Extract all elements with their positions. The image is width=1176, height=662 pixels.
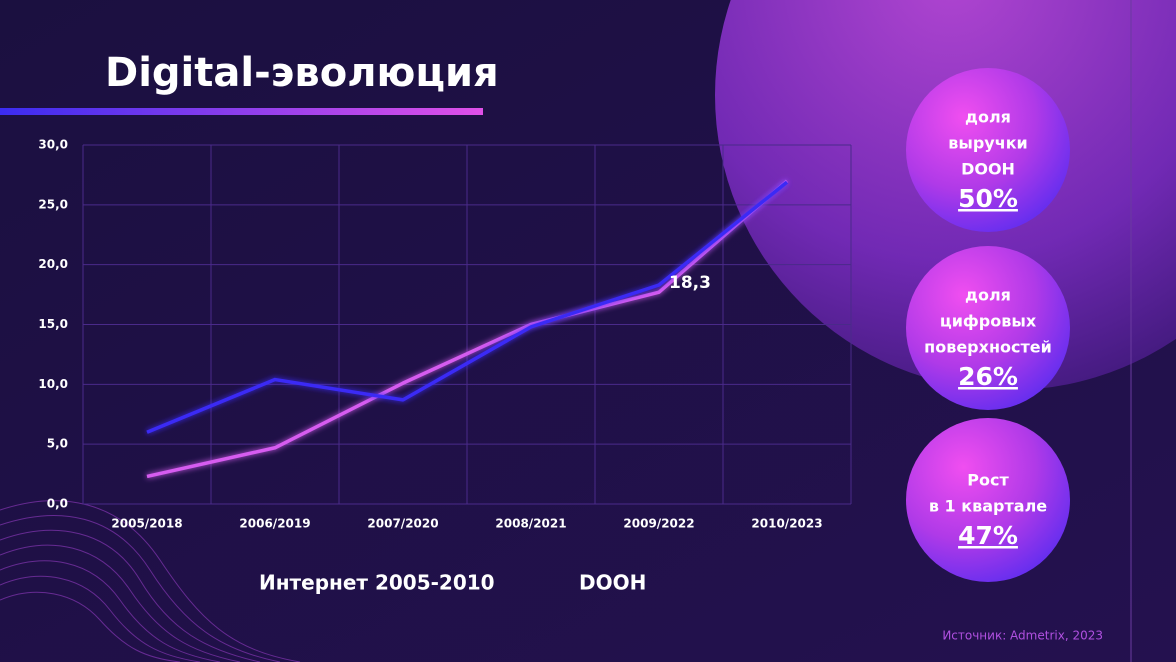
x-tick-label: 2010/2023 xyxy=(751,517,822,531)
title: Digital-эволюция xyxy=(105,50,499,96)
x-tick-label: 2008/2021 xyxy=(495,517,566,531)
series-line xyxy=(146,180,789,434)
x-tick-label: 2005/2018 xyxy=(111,517,182,531)
data-label: 18,3 xyxy=(669,273,711,293)
y-tick-label: 30,0 xyxy=(38,138,68,152)
callout-bubble xyxy=(906,418,1070,582)
callout-text: доля xyxy=(965,108,1011,127)
callout-value: 50% xyxy=(958,184,1018,213)
callout-text: выручки xyxy=(948,134,1028,153)
callout-text: доля xyxy=(965,286,1011,305)
callout-value: 26% xyxy=(958,362,1018,391)
callout-bubble xyxy=(906,246,1070,410)
callout-text: Рост xyxy=(967,471,1009,490)
callout-text: цифровых xyxy=(940,312,1037,331)
x-tick-label: 2007/2020 xyxy=(367,517,438,531)
series-line xyxy=(146,179,789,479)
title-underline xyxy=(0,108,483,115)
y-tick-label: 20,0 xyxy=(38,257,68,271)
callout-text: в 1 квартале xyxy=(929,497,1047,516)
y-tick-label: 0,0 xyxy=(47,497,68,511)
callout-text: DOOH xyxy=(961,160,1015,179)
y-tick-label: 15,0 xyxy=(38,317,68,331)
legend-label: DOOH xyxy=(579,571,646,595)
callout-value: 47% xyxy=(958,521,1018,550)
x-tick-label: 2006/2019 xyxy=(239,517,310,531)
y-tick-label: 25,0 xyxy=(38,197,68,211)
y-tick-label: 5,0 xyxy=(47,437,68,451)
legend-label: Интернет 2005-2010 xyxy=(259,571,495,595)
callout-bubble xyxy=(906,68,1070,232)
y-tick-label: 10,0 xyxy=(38,377,68,391)
source: Источник: Admetrix, 2023 xyxy=(942,629,1103,643)
decor-waves xyxy=(0,500,301,662)
callout-text: поверхностей xyxy=(924,338,1052,357)
x-tick-label: 2009/2022 xyxy=(623,517,694,531)
